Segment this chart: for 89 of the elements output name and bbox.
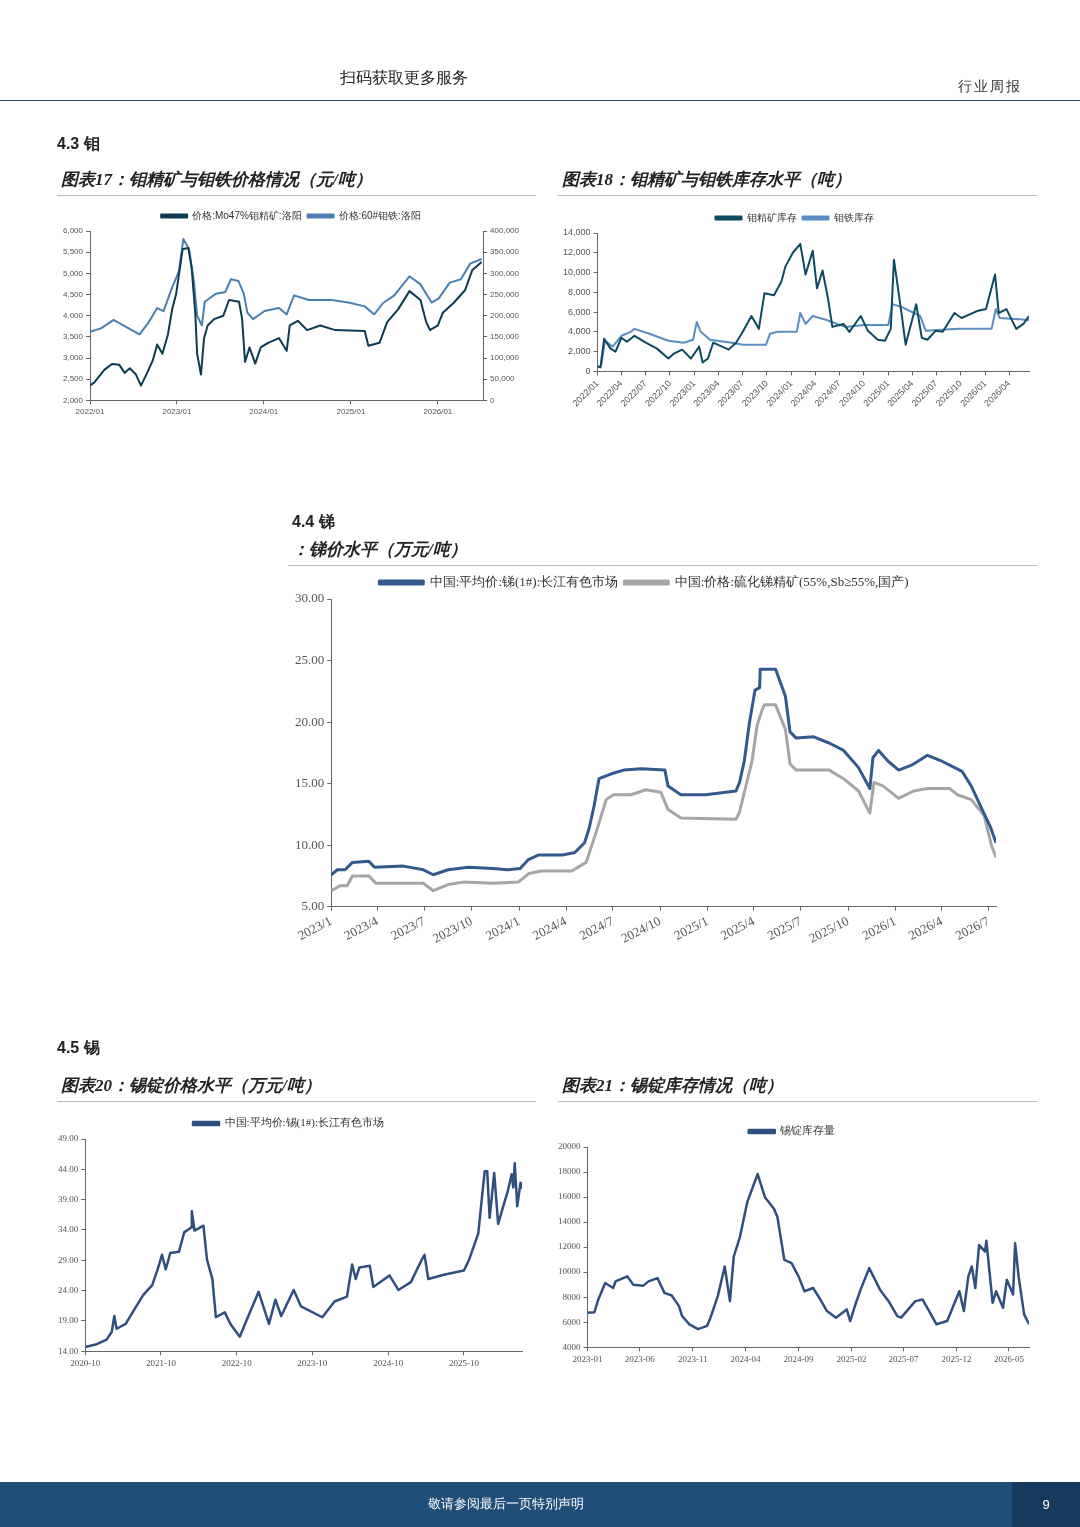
y-tick-label: 2,000	[568, 346, 591, 357]
y2-tick-label: 100,000	[490, 353, 520, 363]
chart-title: 图表17：钼精矿与钼铁价格情况（元/吨）	[61, 170, 372, 189]
y-tick-label: 19.00	[58, 1315, 79, 1326]
y-tick-label: 14,000	[563, 227, 591, 238]
legend-label: 价格:Mo47%钼精矿:洛阳	[191, 209, 302, 221]
text: 扫码获取更多服务	[340, 69, 468, 86]
y-tick-label: 34.00	[58, 1224, 79, 1235]
legend-label: 中国:平均价:锑(1#):长江有色市场	[429, 573, 619, 589]
text: 行业周报	[958, 79, 1022, 94]
x-tick-label: 2023-11	[678, 1353, 708, 1364]
x-tick-label: 2025/01	[336, 407, 366, 417]
chart-subtitle: 4.4 锑	[292, 513, 335, 530]
y-tick-label: 6,000	[568, 306, 591, 317]
x-tick-label: 2023/01	[162, 407, 192, 417]
y-tick-label: 8,000	[568, 286, 591, 297]
x-tick-label: 2024-10	[373, 1357, 404, 1368]
x-tick-label: 2023-10	[297, 1357, 328, 1368]
y2-tick-label: 300,000	[490, 268, 520, 278]
y-tick-label: 6000	[562, 1316, 581, 1327]
y-tick-label: 10,000	[563, 267, 591, 278]
chart-title: 图表20：锡锭价格水平（万元/吨）	[61, 1076, 321, 1095]
y-tick-label: 2,500	[62, 374, 84, 384]
y-tick-label: 4,000	[568, 326, 591, 337]
legend-label: 锡锭库存量	[779, 1124, 836, 1137]
y2-tick-label: 200,000	[490, 310, 520, 320]
text: 敬请参阅最后一页特别声明	[428, 1496, 584, 1511]
x-tick-label: 2026/01	[423, 407, 453, 417]
y-tick-label: 5.00	[301, 898, 325, 914]
x-tick-label: 2024-09	[783, 1353, 815, 1364]
y-tick-label: 3,500	[62, 332, 84, 342]
legend-label: 钼铁库存	[832, 211, 874, 223]
x-tick-label: 2020-10	[70, 1357, 101, 1368]
x-tick-label: 2022-10	[221, 1357, 253, 1368]
y-tick-label: 4,000	[62, 310, 84, 320]
chart-subtitle: 4.5 锡	[57, 1039, 100, 1056]
y-tick-label: 14000	[558, 1216, 581, 1227]
x-tick-label: 2025-07	[888, 1353, 920, 1364]
y-tick-label: 25.00	[295, 651, 325, 667]
x-tick-label: 2025-02	[836, 1353, 867, 1364]
y2-tick-label: 400,000	[490, 226, 520, 236]
y-tick-label: 6,000	[62, 226, 84, 236]
chart-title: ：锑价水平（万元/吨）	[292, 540, 467, 559]
x-tick-label: 2023-01	[572, 1353, 603, 1364]
y-tick-label: 3,000	[62, 353, 84, 363]
x-tick-label: 2024-04	[730, 1353, 762, 1364]
legend-label: 中国:价格:硫化锑精矿(55%,Sb≥55%,国产)	[674, 573, 909, 589]
y-tick-label: 20.00	[295, 713, 325, 729]
legend-label: 价格:60#钼铁:洛阳	[337, 209, 421, 221]
x-tick-label: 2022/01	[75, 407, 106, 417]
y-tick-label: 0	[585, 365, 591, 376]
y2-tick-label: 50,000	[490, 374, 516, 384]
y-tick-label: 10000	[558, 1266, 581, 1277]
x-tick-label: 2025-12	[941, 1353, 972, 1364]
y-tick-label: 16000	[558, 1191, 581, 1202]
y-tick-label: 10.00	[295, 836, 325, 852]
y-tick-label: 12000	[558, 1241, 581, 1252]
y-tick-label: 2,000	[62, 395, 84, 405]
text: 9	[1042, 1497, 1050, 1512]
y-tick-label: 5,500	[62, 247, 84, 257]
y-tick-label: 12,000	[563, 247, 591, 258]
y-tick-label: 29.00	[58, 1254, 79, 1265]
y-tick-label: 18000	[558, 1166, 581, 1177]
y2-tick-label: 150,000	[490, 332, 520, 342]
y-tick-label: 4000	[562, 1341, 581, 1352]
x-tick-label: 2021-10	[145, 1357, 177, 1368]
y-tick-label: 5,000	[62, 268, 84, 278]
y-tick-label: 20000	[558, 1141, 581, 1152]
y-tick-label: 30.00	[295, 590, 325, 606]
y2-tick-label: 250,000	[490, 289, 520, 299]
legend-label: 钼精矿库存	[745, 211, 797, 223]
y2-tick-label: 350,000	[490, 247, 520, 257]
chart-title: 图表21：锡锭库存情况（吨）	[562, 1076, 783, 1095]
y-tick-label: 49.00	[58, 1133, 79, 1144]
y-tick-label: 39.00	[58, 1193, 79, 1204]
legend-label: 中国:平均价:锡(1#):长江有色市场	[224, 1116, 384, 1130]
x-tick-label: 2025-10	[448, 1357, 480, 1368]
y2-tick-label: 0	[490, 395, 496, 405]
y-tick-label: 14.00	[58, 1345, 79, 1356]
chart-title: 图表18：钼精矿与钼铁库存水平（吨）	[562, 170, 851, 189]
y-tick-label: 15.00	[295, 775, 325, 791]
y-tick-label: 4,500	[62, 289, 84, 299]
y-tick-label: 24.00	[58, 1284, 79, 1295]
x-tick-label: 2024/01	[249, 407, 279, 417]
y-tick-label: 44.00	[58, 1163, 79, 1174]
x-tick-label: 2026-05	[993, 1353, 1025, 1364]
y-tick-label: 8000	[562, 1291, 581, 1302]
x-tick-label: 2023-06	[624, 1353, 656, 1364]
chart-subtitle: 4.3 钼	[57, 135, 100, 152]
